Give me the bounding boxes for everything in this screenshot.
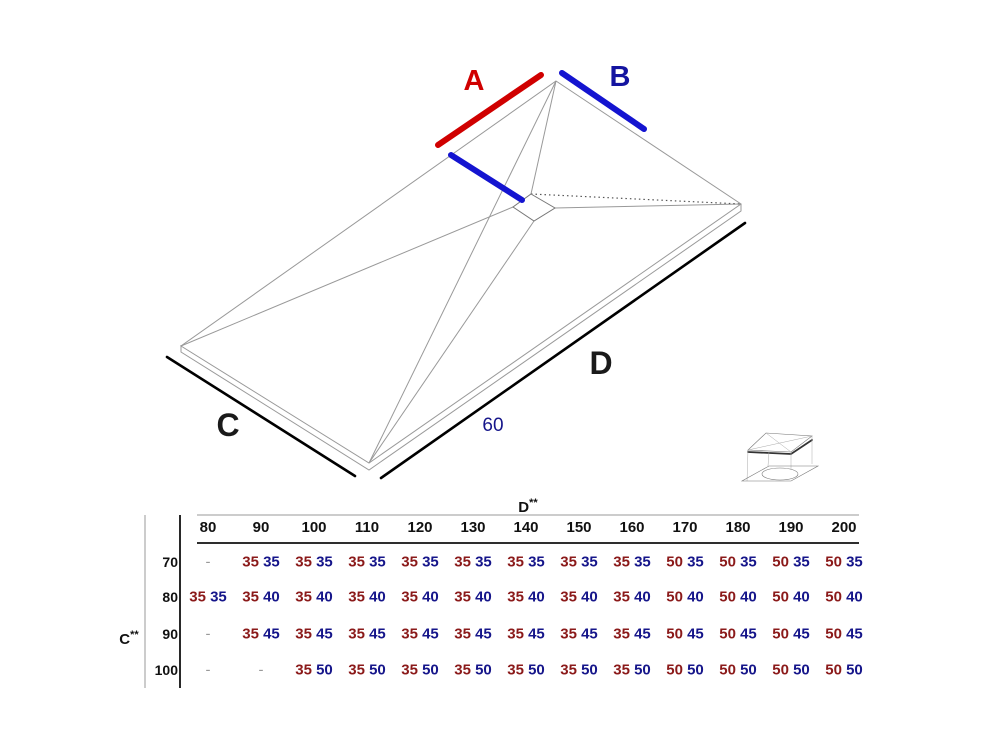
svg-text:C: C [216, 407, 239, 443]
svg-text:D: D [589, 345, 612, 381]
svg-text:60: 60 [482, 415, 503, 436]
svg-text:B: B [610, 61, 631, 93]
svg-text:A: A [464, 65, 485, 97]
